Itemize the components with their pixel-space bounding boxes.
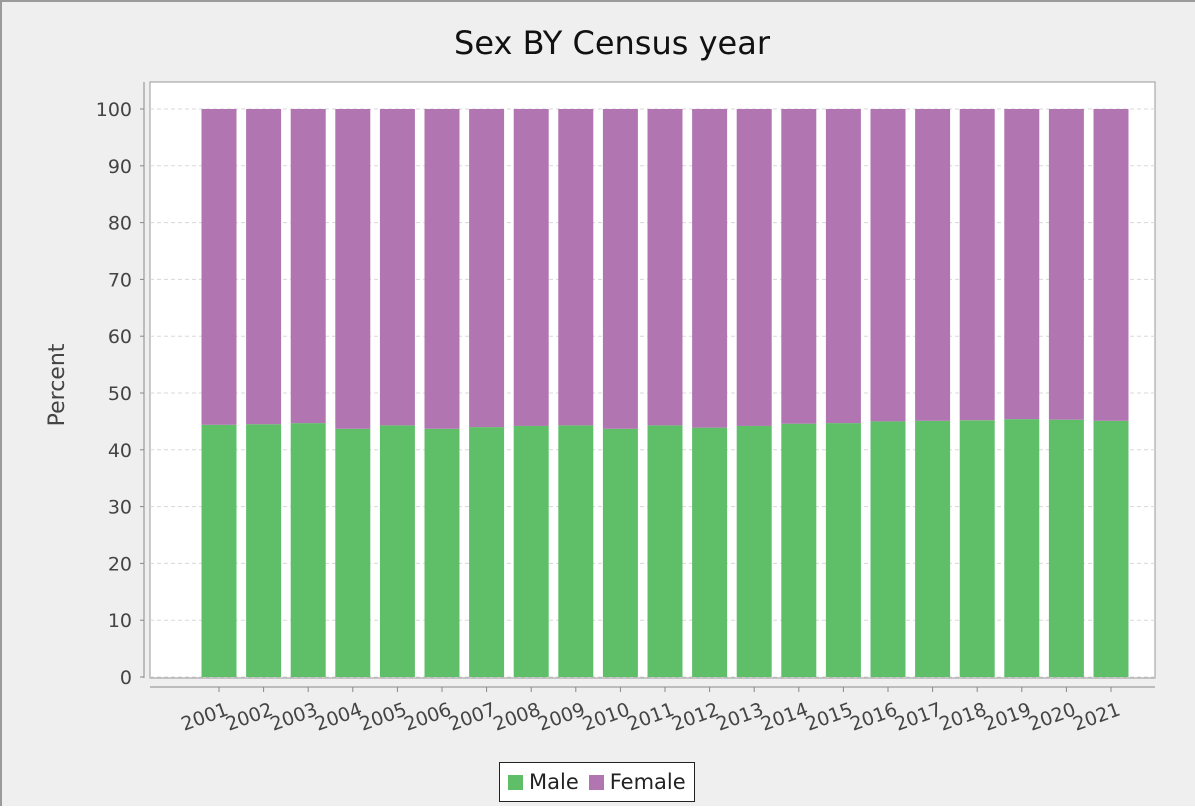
legend-item-female: Female	[588, 770, 686, 794]
bar-male-2019	[1004, 419, 1040, 677]
bar-female-2005	[379, 109, 415, 426]
bar-female-2011	[647, 109, 683, 426]
legend-swatch	[588, 774, 604, 790]
legend-swatch	[508, 774, 523, 790]
bar-female-2017	[915, 109, 951, 421]
bar-female-2013	[736, 109, 772, 426]
bar-male-2015	[825, 423, 861, 677]
bar-female-2020	[1048, 109, 1084, 420]
bar-female-2009	[558, 109, 594, 426]
bar-female-2004	[335, 109, 371, 429]
bar-male-2001	[201, 424, 237, 677]
bar-male-2017	[915, 420, 951, 677]
legend: Male Female	[499, 762, 695, 802]
bar-female-2014	[781, 109, 817, 424]
legend-label: Female	[609, 770, 686, 794]
x-axis: 2001200220032004200520062007200820092010…	[150, 686, 1155, 736]
bar-male-2003	[290, 423, 326, 677]
bar-female-2015	[825, 109, 861, 424]
bar-male-2018	[959, 420, 995, 677]
legend-label: Male	[529, 770, 579, 794]
y-tick-label: 10	[108, 610, 132, 632]
bar-female-2012	[692, 109, 728, 428]
bars	[201, 109, 1129, 677]
bar-male-2002	[246, 424, 282, 677]
y-tick-label: 100	[96, 99, 132, 121]
bar-male-2020	[1048, 419, 1084, 677]
bar-male-2013	[736, 425, 772, 677]
bar-female-2018	[959, 109, 995, 421]
bar-female-2016	[870, 109, 906, 422]
bar-male-2005	[379, 425, 415, 677]
y-tick-label: 0	[120, 667, 132, 689]
bar-male-2008	[513, 425, 549, 677]
bar-female-2006	[424, 109, 460, 429]
y-tick-label: 30	[108, 497, 132, 519]
y-axis-label: Percent	[45, 343, 70, 426]
bar-female-2003	[290, 109, 326, 424]
bar-male-2007	[469, 427, 505, 677]
bar-female-2019	[1004, 109, 1040, 420]
y-axis: 0 10 20 30 40 50 60 70 80 90 100	[96, 82, 145, 689]
bar-male-2016	[870, 421, 906, 677]
bar-male-2009	[558, 425, 594, 677]
bar-male-2004	[335, 428, 371, 677]
bar-female-2002	[246, 109, 282, 425]
x-tick-label: 2021	[1070, 699, 1123, 736]
bar-female-2007	[469, 109, 505, 428]
y-tick-label: 50	[108, 383, 132, 405]
bar-male-2010	[602, 428, 638, 677]
legend-item-male: Male	[508, 770, 579, 794]
y-tick-label: 90	[108, 156, 132, 178]
y-tick-label: 80	[108, 213, 132, 235]
bar-male-2006	[424, 428, 460, 677]
bar-female-2001	[201, 109, 237, 425]
bar-male-2021	[1093, 420, 1129, 677]
bar-male-2012	[692, 427, 728, 677]
y-tick-label: 40	[108, 440, 132, 462]
y-tick-label: 60	[108, 326, 132, 348]
bar-female-2021	[1093, 109, 1129, 421]
bar-male-2014	[781, 423, 817, 677]
chart-title: Sex BY Census year	[454, 24, 771, 62]
y-tick-label: 70	[108, 269, 132, 291]
bar-female-2010	[602, 109, 638, 429]
bar-female-2008	[513, 109, 549, 426]
bar-male-2011	[647, 425, 683, 677]
y-tick-label: 20	[108, 553, 132, 575]
